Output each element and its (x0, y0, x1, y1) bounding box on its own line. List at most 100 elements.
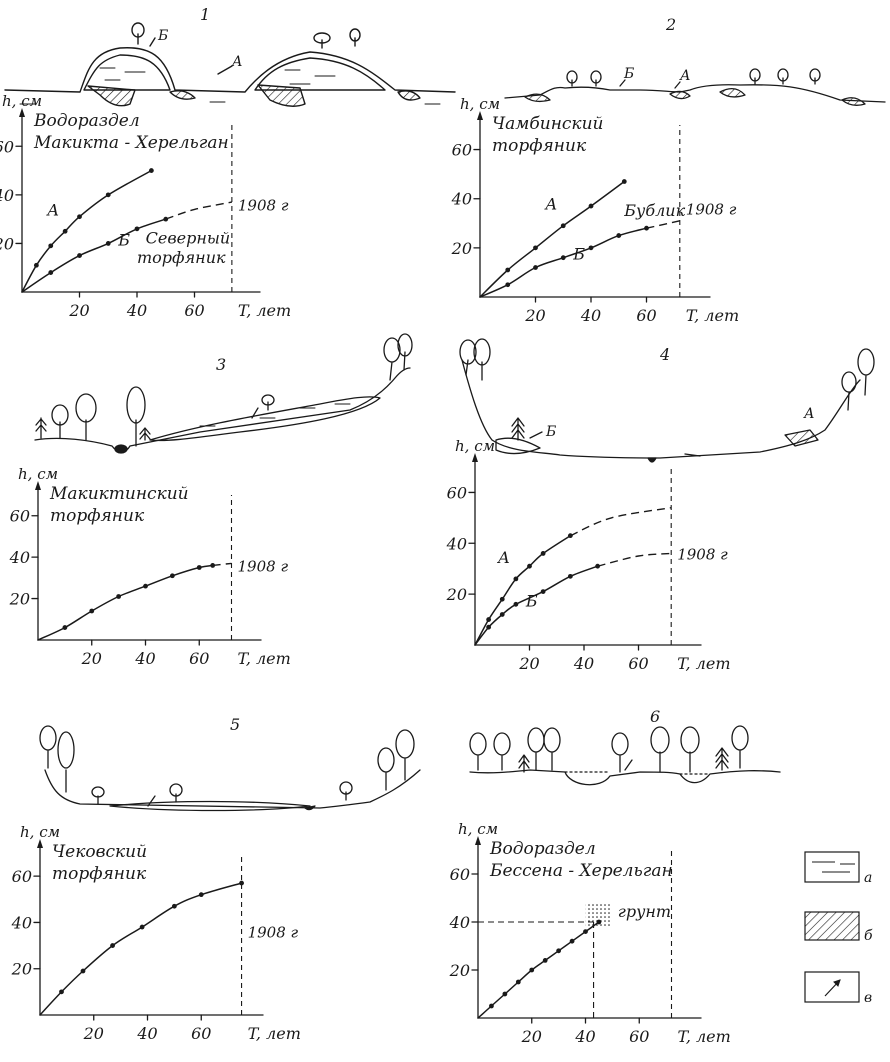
chart-1-series-1-extrapolation (165, 201, 233, 220)
chart-3-y-tick-label: 60 (10, 507, 30, 526)
chart-2-series-1-point (644, 225, 649, 231)
chart-1-series-0-label: А (46, 200, 59, 219)
chart-6-series-0-point (515, 979, 521, 985)
panel-number-4: 4 (659, 345, 670, 364)
chart-6: 20 40 60 20 40 60 h, см T, лет ВодоразделБессена… (449, 820, 731, 1046)
chart-4-series-0-point (527, 563, 532, 569)
chart-4-y-tick-label: 60 (447, 483, 467, 502)
legend-item-c: в (804, 971, 872, 1006)
chart-4-series-0-point (499, 596, 505, 602)
chart-3: 20 40 60 20 40 60 h, см T, лет 1908 г Макиктински… (9, 465, 291, 668)
chart-6-y-axis-label: h, см (458, 820, 498, 838)
chart-1-series-0-point (77, 214, 82, 220)
chart-4-series-0-label: А (497, 548, 510, 567)
chart-4-x-tick-label: 60 (628, 654, 648, 673)
chart-1-x-tick-label: 20 (68, 301, 89, 320)
chart-1-series-1-point (134, 226, 140, 232)
chart-2: 20 40 60 20 40 60 h, см T, лет 1908 г Чамбинскийт… (451, 95, 739, 325)
chart-3-x-axis-label: T, лет (238, 649, 291, 668)
legend-item-b: б (804, 911, 873, 944)
chart-3-series-0-point (196, 565, 202, 570)
chart-1-y-tick-label: 20 (0, 234, 14, 253)
chart-1-y-arrow (19, 108, 25, 117)
chart-1-x-axis-label: T, лет (238, 301, 291, 320)
chart-5-series-0-point (171, 903, 177, 909)
legend: а б в (804, 851, 873, 1006)
chart-6-title: Водораздел (489, 839, 596, 859)
chart-6-series-0-line (477, 921, 600, 1019)
chart-5-series-0-point (59, 989, 64, 995)
panel-number-5: 5 (230, 715, 240, 734)
chart-6-series-0-point (489, 1003, 494, 1009)
chart-6-series-0-point (556, 948, 562, 954)
chart-1-series-1-point (163, 216, 169, 222)
chart-6-x-axis-label: T, лет (678, 1027, 731, 1046)
chart-4-y-tick-label: 40 (446, 534, 467, 553)
chart-3-y-tick-label: 20 (9, 590, 30, 609)
panel-number-1: 1 (200, 5, 210, 24)
chart-2-series-0-point (560, 223, 566, 229)
chart-6-series-0-point (502, 991, 508, 997)
chart-6-x-tick-label: 60 (629, 1027, 649, 1046)
chart-5-y-axis-label: h, см (20, 823, 60, 841)
chart-2-y-tick-label: 60 (452, 141, 472, 160)
chart-3-series-0-point (116, 594, 122, 599)
chart-5-series-0-point (110, 943, 115, 948)
chart-1-annotation: торфяник (137, 248, 226, 267)
chart-4-x-tick-label: 40 (573, 654, 594, 673)
chart-6-y-tick-label: 20 (449, 961, 470, 980)
chart-1-series-1-line (21, 218, 167, 293)
chart-4-y-arrow (472, 453, 478, 462)
chart-4-x-axis-label: T, лет (677, 654, 730, 673)
chart-1-x-tick-label: 40 (126, 301, 147, 320)
chart-4-series-1-label: Б (525, 591, 538, 610)
profile-1 (4, 22, 456, 107)
chart-2-y-axis-label: h, см (460, 95, 500, 113)
chart-5: 20 40 60 20 40 60 h, см T, лет 1908 г Чековскийто… (11, 823, 301, 1043)
chart-6-y-tick-label: 60 (450, 865, 470, 884)
chart-4-series-1-point (486, 624, 492, 630)
chart-6-series-0-point (583, 929, 588, 934)
panel-number-3: 3 (216, 355, 226, 374)
chart-3-series-0-point (89, 608, 95, 614)
chart-6-y-tick-label: 40 (449, 913, 470, 932)
chart-6-y-arrow (475, 836, 481, 845)
chart-3-title: торфяник (50, 506, 145, 526)
chart-2-y-tick-label: 40 (451, 190, 472, 209)
chart-4-series-1-point (513, 601, 519, 607)
chart-4-y-axis-label: h, см (455, 437, 495, 455)
chart-5-y-tick-label: 60 (12, 867, 32, 886)
chart-4-series-0-extrapolation (570, 507, 672, 537)
chart-3-series-0-point (143, 583, 148, 589)
legend-label-c: в (864, 990, 872, 1006)
chart-5-title: Чековский (52, 842, 147, 862)
chart-2-series-0-point (505, 267, 511, 273)
chart-1-series-0-point (105, 192, 111, 198)
chart-5-y-tick-label: 40 (11, 913, 32, 932)
profile-2 (504, 68, 886, 106)
chart-1-y-tick-label: 60 (0, 137, 14, 156)
chart-2-series-1-point (616, 233, 622, 238)
chart-5-y-tick-label: 20 (11, 960, 32, 979)
profile-4-label-a: А (803, 406, 815, 422)
chart-3-year-label: 1908 г (238, 557, 289, 575)
chart-2-series-0-label: А (544, 195, 557, 214)
legend-item-a: а (804, 851, 872, 886)
chart-5-series-0-point (239, 880, 244, 886)
chart-6-x-tick-label: 20 (521, 1027, 542, 1046)
chart-5-title: торфяник (52, 864, 147, 884)
chart-6-series-0-point (569, 938, 575, 944)
chart-2-year-label: 1908 г (686, 201, 737, 219)
chart-1-annotation: Северный (146, 228, 231, 247)
chart-5-series-0-line (39, 882, 243, 1016)
chart-1-series-1-point (48, 270, 54, 275)
chart-3-series-0-point (210, 563, 216, 568)
chart-3-x-tick-label: 60 (189, 649, 209, 668)
chart-4-series-0-point (540, 551, 546, 556)
chart-5-x-tick-label: 20 (83, 1024, 104, 1043)
chart-1-series-0-point (33, 262, 39, 268)
chart-2-title: Чамбинский (492, 114, 603, 134)
chart-5-series-0-point (80, 968, 86, 974)
chart-2-y-tick-label: 20 (451, 239, 472, 258)
